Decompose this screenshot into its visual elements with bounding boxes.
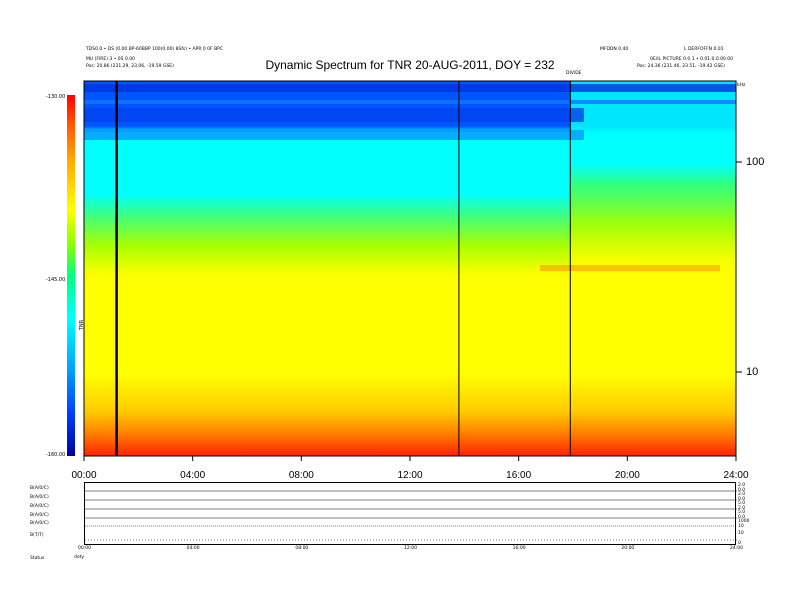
header-left-3: Pos: 20.86 (231.29, 23.06, -19.59 GSE) [86,64,174,69]
header-left-1: TDS0.0 • DS (0.00 BP-60BBP 100(0.00) 8Sf… [86,47,224,52]
x-tick-label: 08:00 [288,470,314,481]
panel-x-tick-label: 12:00 [404,546,417,551]
panel-right-label: 0 [738,541,741,546]
panel-right-label: 10 [738,531,744,536]
panel-right-label: 2.0 [738,506,746,511]
panel-traces [85,490,737,541]
panel-label-2: B(A/0/C) [30,495,49,500]
header-left-2: MU (FIRE) 3 • 0S 0.00 [86,57,135,62]
khz-label: kHz [737,83,746,88]
panel-label-5: B(A/0/C) [30,521,49,526]
x-tick-label: 24:00 [723,470,749,481]
panel-label-6: B(T/T) [30,533,44,538]
colorbar [67,95,75,456]
panel-x-tick-label: 24:00 [730,546,743,551]
top-band-4 [84,130,584,140]
panel-label-7: Status [30,556,45,561]
colorbar-tick-bottom: -160.00 [46,452,66,458]
panel-x-tick-label: 08:00 [295,546,309,551]
x-tick-label: 04:00 [180,470,206,481]
y-tick-label-100: 100 [746,156,765,168]
panel-right-label: 0.0 [738,488,746,493]
panel-label-1: B(A/0/C) [30,486,49,491]
x-tick-label: 00:00 [71,470,97,481]
header-right-2: L DERFOFFN 0.01 [684,47,724,52]
panel-right-label: 2.0 [738,492,746,497]
panel-right-label: 5.0 [738,510,746,515]
top-band-3 [84,108,584,122]
panel-right-label: 0.0 [738,497,746,502]
status-value: doty [74,555,85,560]
panel-label-3: B(A/0/C) [30,504,49,509]
header-right-3: 0E/IL PICTURE 0.0 1 • 0.01.0.0.00.00 [650,57,733,62]
header-right-4: Pos: 24.36 (231.46, 23.51, -19.42 GSE) [637,64,725,69]
spectrogram-late [570,81,736,456]
panel-x-tick-label: 00:00 [78,546,91,551]
panel-right-label: 0.0 [738,515,746,520]
panel-x-tick-label: 20:00 [621,546,635,551]
x-tick-label: 12:00 [397,470,423,481]
chart-title: Dynamic Spectrum for TNR 20-AUG-2011, DO… [265,58,555,72]
marker-label: DIVIDE [566,71,582,76]
top-band-1 [84,84,736,92]
colorbar-tick-top: -130.00 [46,94,66,100]
y-tick-label-10: 10 [746,366,759,378]
orange-streak [540,265,720,271]
housekeeping-panel [84,482,737,545]
panel-x-tick-label: 04:00 [186,546,200,551]
header-right-1: MFDDN 0.40 [600,47,629,52]
x-tick-label: 16:00 [506,470,532,481]
colorbar-tick-mid: -145.00 [46,277,66,283]
x-tick-label: 20:00 [614,470,640,481]
panel-right-label: 5.0 [738,501,746,506]
top-band-2 [84,100,736,104]
panel-right-label: 2.0 [738,483,746,488]
panel-right-label: 1000 [738,519,750,524]
panel-right-label: 10 [738,524,744,529]
panel-x-tick-label: 16:00 [512,546,526,551]
panel-label-4: B(A/0/C) [30,513,49,518]
